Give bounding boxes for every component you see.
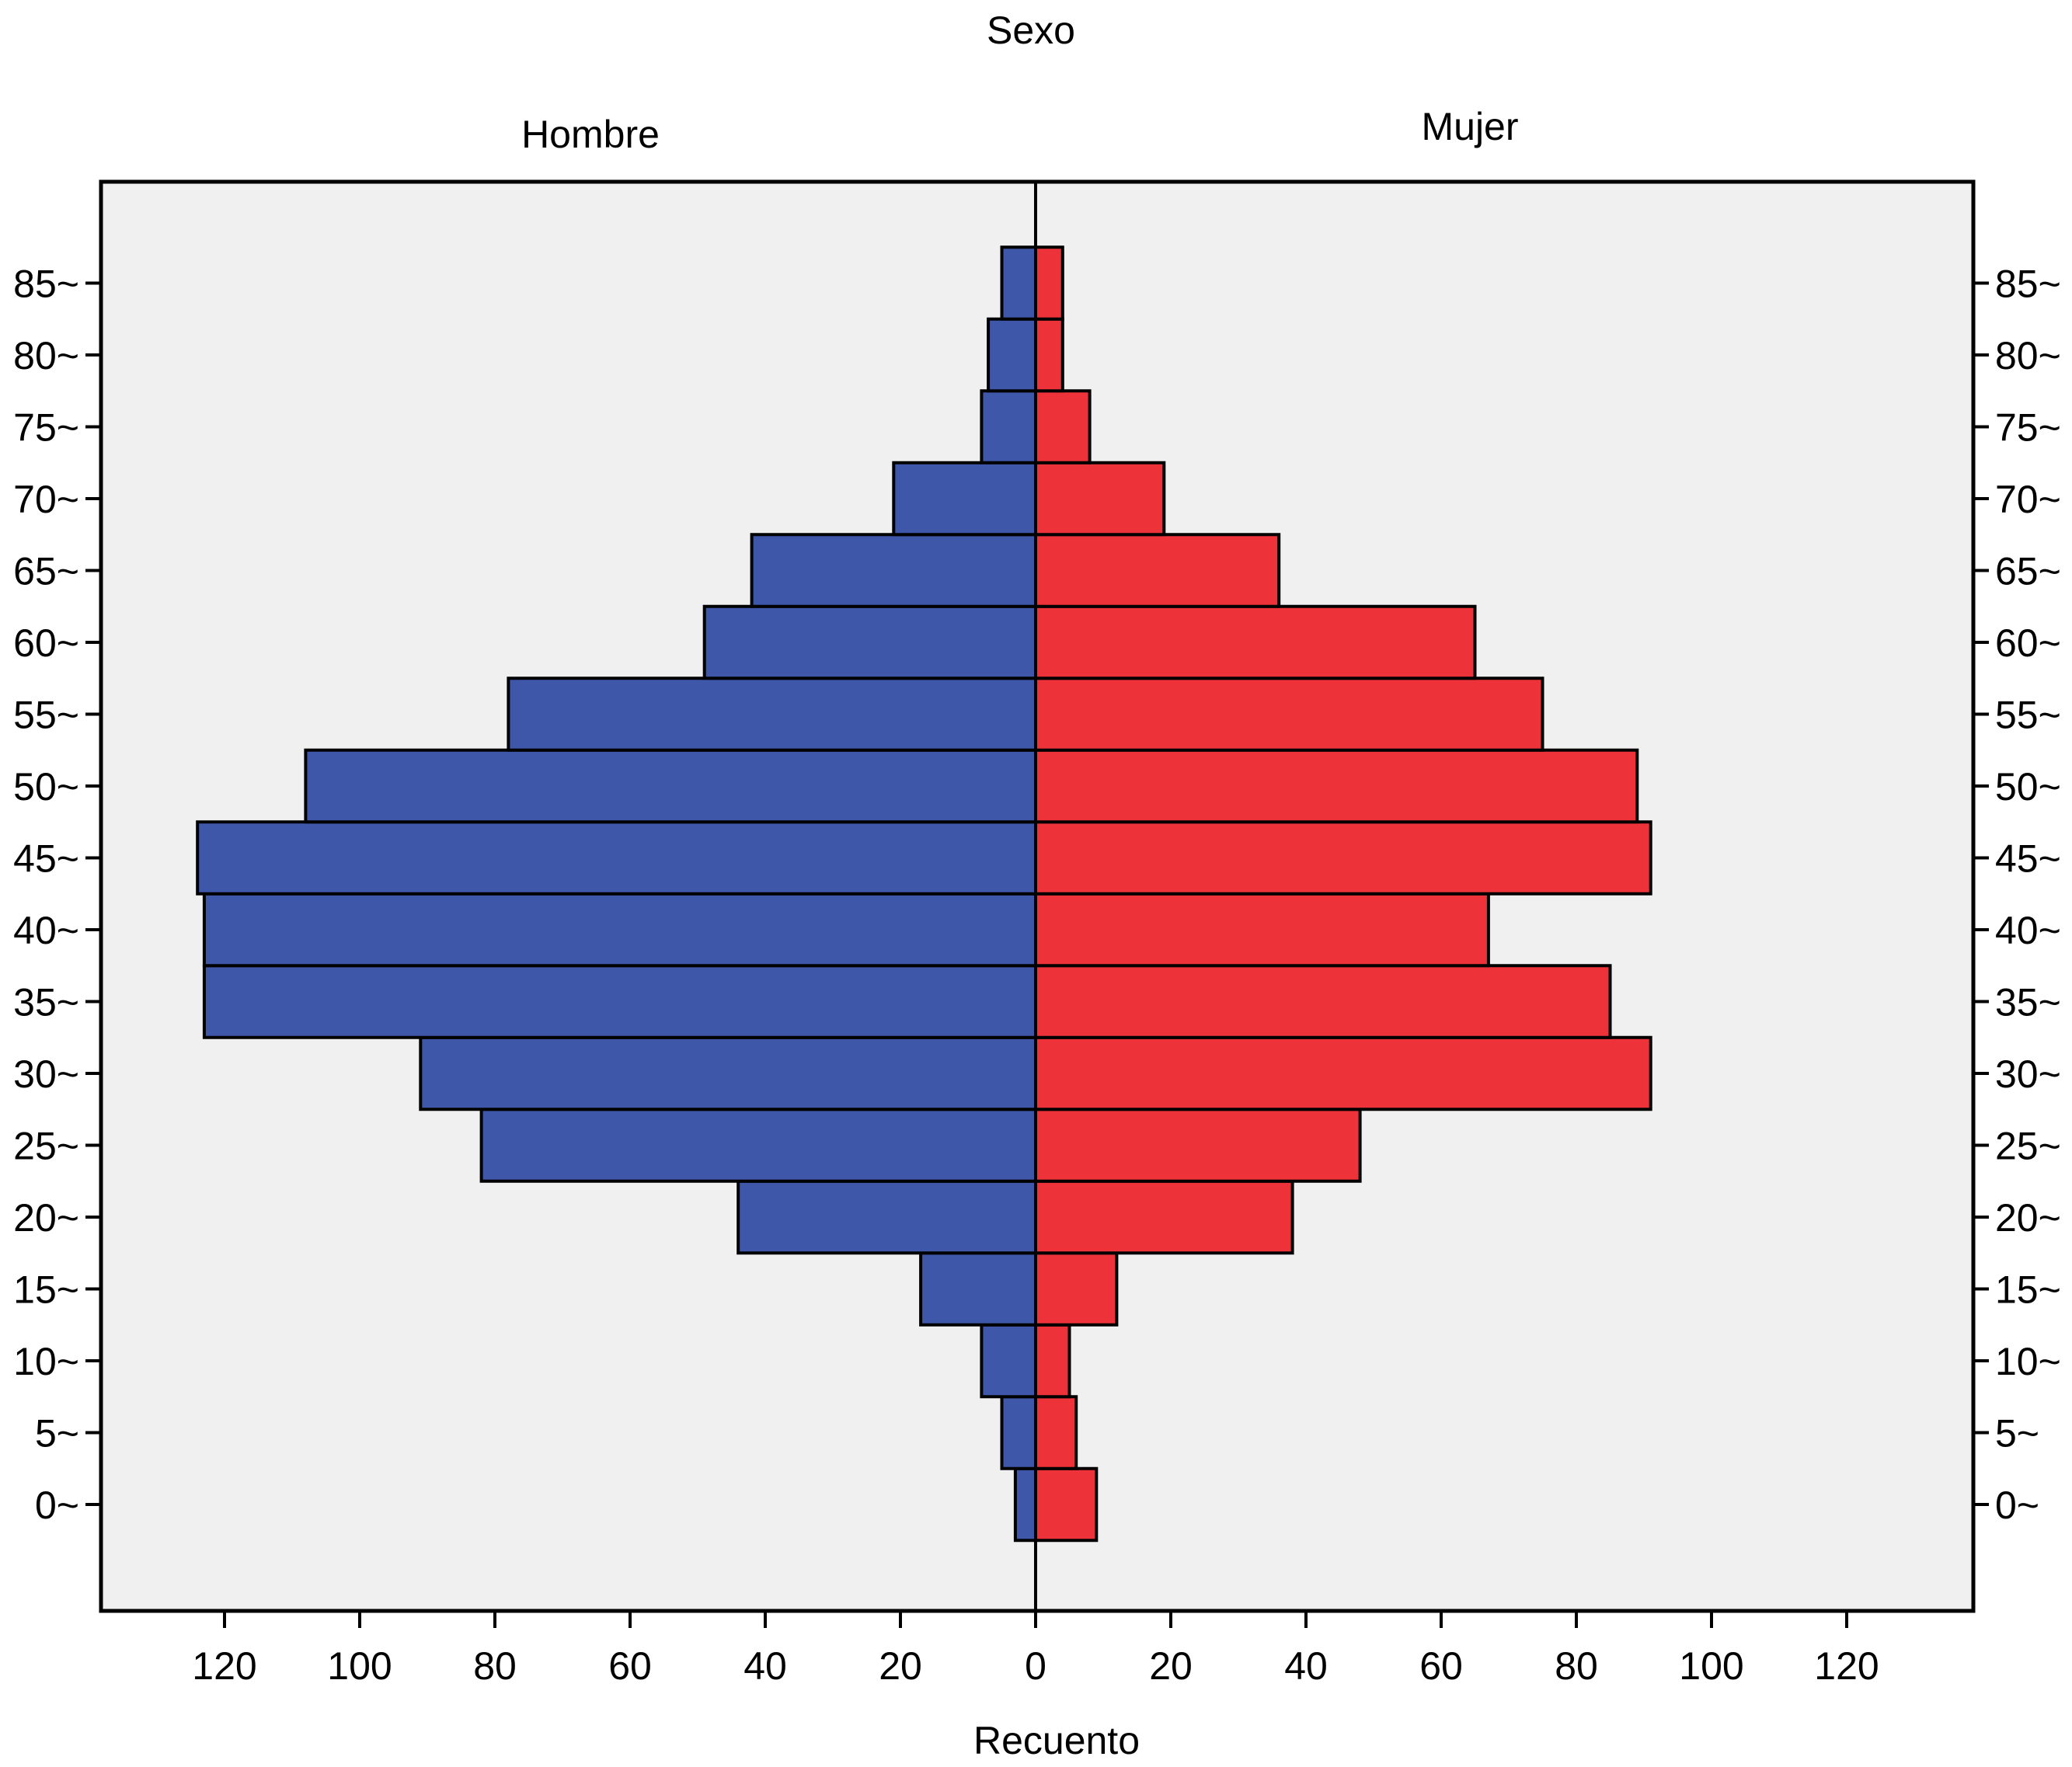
y-tick-label-left: 0~	[35, 1484, 79, 1527]
bar-mujer-85	[1034, 245, 1064, 321]
y-tick-label-right: 85~	[1995, 263, 2061, 306]
y-tick-label-right: 45~	[1995, 837, 2061, 881]
bar-hombre-70	[892, 461, 1038, 537]
mujer-bars	[1034, 245, 1652, 1543]
y-tick-label-right: 15~	[1995, 1268, 2061, 1312]
y-tick-label-left: 35~	[13, 981, 79, 1024]
y-tick-label-left: 60~	[13, 621, 79, 665]
y-tick-label-right: 70~	[1995, 478, 2061, 521]
y-ticks-right: 0~ 5~ 10~ 15~ 20~ 25~ 30~ 35~ 40~ 45~ 50~ 55~ 60~ 65~…	[1973, 263, 2061, 1527]
hombre-bars	[196, 245, 1038, 1543]
bar-mujer-40	[1034, 892, 1490, 968]
legend-hombre: Hombre	[521, 113, 660, 156]
bar-hombre-15	[919, 1251, 1037, 1327]
y-tick-label-left: 30~	[13, 1052, 79, 1096]
bar-mujer-60	[1034, 604, 1477, 680]
y-tick-label-left: 55~	[13, 694, 79, 737]
y-tick-label-right: 10~	[1995, 1340, 2061, 1383]
y-tick-label-left: 80~	[13, 334, 79, 377]
bar-mujer-80	[1034, 317, 1064, 393]
y-tick-label-right: 35~	[1995, 981, 2061, 1024]
chart-title: Sexo	[987, 9, 1075, 52]
bar-hombre-40	[202, 892, 1037, 968]
y-tick-label-left: 45~	[13, 837, 79, 881]
bar-hombre-60	[702, 604, 1037, 680]
bar-hombre-10	[980, 1323, 1038, 1399]
y-tick-label-left: 15~	[13, 1268, 79, 1312]
bar-hombre-5	[1000, 1395, 1037, 1470]
y-tick-label-left: 10~	[13, 1340, 79, 1383]
bar-hombre-25	[479, 1108, 1037, 1183]
bar-hombre-20	[737, 1179, 1037, 1255]
y-tick-label-left: 40~	[13, 909, 79, 952]
x-axis-label: Recuento	[973, 1719, 1140, 1762]
bar-mujer-10	[1034, 1323, 1071, 1399]
y-tick-label-left: 5~	[35, 1412, 79, 1456]
bar-mujer-15	[1034, 1251, 1119, 1327]
bar-hombre-55	[507, 677, 1037, 752]
bar-hombre-80	[987, 317, 1037, 393]
x-tick-label: 100	[1679, 1644, 1743, 1688]
x-ticks: 120 100 80 60 40 20 0 20 40 60 80 100 120	[192, 1611, 1879, 1688]
x-tick-label: 40	[1284, 1644, 1328, 1688]
y-tick-label-right: 40~	[1995, 909, 2061, 952]
y-tick-label-right: 25~	[1995, 1125, 2061, 1168]
bar-hombre-65	[750, 533, 1037, 608]
y-tick-label-left: 25~	[13, 1125, 79, 1168]
x-tick-label: 40	[743, 1644, 787, 1688]
legend-mujer: Mujer	[1421, 105, 1518, 148]
y-tick-label-right: 60~	[1995, 621, 2061, 665]
y-tick-label-right: 55~	[1995, 694, 2061, 737]
bar-hombre-35	[202, 964, 1037, 1039]
bar-hombre-75	[980, 389, 1038, 464]
bar-mujer-45	[1034, 820, 1652, 896]
x-tick-label: 120	[1814, 1644, 1879, 1688]
y-tick-label-left: 70~	[13, 478, 79, 521]
bar-mujer-5	[1034, 1395, 1078, 1470]
bar-mujer-30	[1034, 1035, 1652, 1111]
bar-mujer-25	[1034, 1108, 1362, 1183]
bar-mujer-20	[1034, 1179, 1294, 1255]
bar-mujer-75	[1034, 389, 1092, 464]
bar-mujer-35	[1034, 964, 1612, 1039]
x-tick-label: 100	[327, 1644, 392, 1688]
bar-mujer-50	[1034, 748, 1639, 824]
bar-hombre-50	[304, 748, 1037, 824]
bar-mujer-55	[1034, 677, 1544, 752]
y-tick-label-left: 75~	[13, 406, 79, 450]
x-tick-label: 80	[473, 1644, 517, 1688]
bar-mujer-65	[1034, 533, 1281, 608]
y-tick-label-left: 50~	[13, 765, 79, 809]
x-tick-label: 80	[1555, 1644, 1598, 1688]
bar-hombre-85	[1000, 245, 1037, 321]
bar-hombre-45	[196, 820, 1038, 896]
x-tick-label: 60	[1419, 1644, 1463, 1688]
bar-mujer-0	[1034, 1466, 1099, 1543]
bar-mujer-70	[1034, 461, 1166, 537]
bar-hombre-0	[1013, 1466, 1038, 1543]
x-tick-label: 120	[192, 1644, 256, 1688]
bar-hombre-30	[419, 1035, 1037, 1111]
y-tick-label-right: 20~	[1995, 1196, 2061, 1240]
x-tick-label: 0	[1025, 1644, 1046, 1688]
x-tick-label: 60	[608, 1644, 652, 1688]
y-tick-label-right: 65~	[1995, 550, 2061, 593]
y-tick-label-left: 20~	[13, 1196, 79, 1240]
y-tick-label-right: 5~	[1995, 1412, 2039, 1456]
y-tick-label-right: 50~	[1995, 765, 2061, 809]
y-tick-label-left: 85~	[13, 263, 79, 306]
y-tick-label-right: 75~	[1995, 406, 2061, 450]
y-tick-label-right: 30~	[1995, 1052, 2061, 1096]
x-tick-label: 20	[1149, 1644, 1193, 1688]
y-tick-label-right: 80~	[1995, 334, 2061, 377]
y-tick-label-right: 0~	[1995, 1484, 2039, 1527]
y-ticks-left: 0~ 5~ 10~ 15~ 20~ 25~ 30~ 35~ 40~ 45~ 50~ 55~ 60~ 65~…	[13, 263, 101, 1527]
x-tick-label: 20	[879, 1644, 922, 1688]
y-tick-label-left: 65~	[13, 550, 79, 593]
